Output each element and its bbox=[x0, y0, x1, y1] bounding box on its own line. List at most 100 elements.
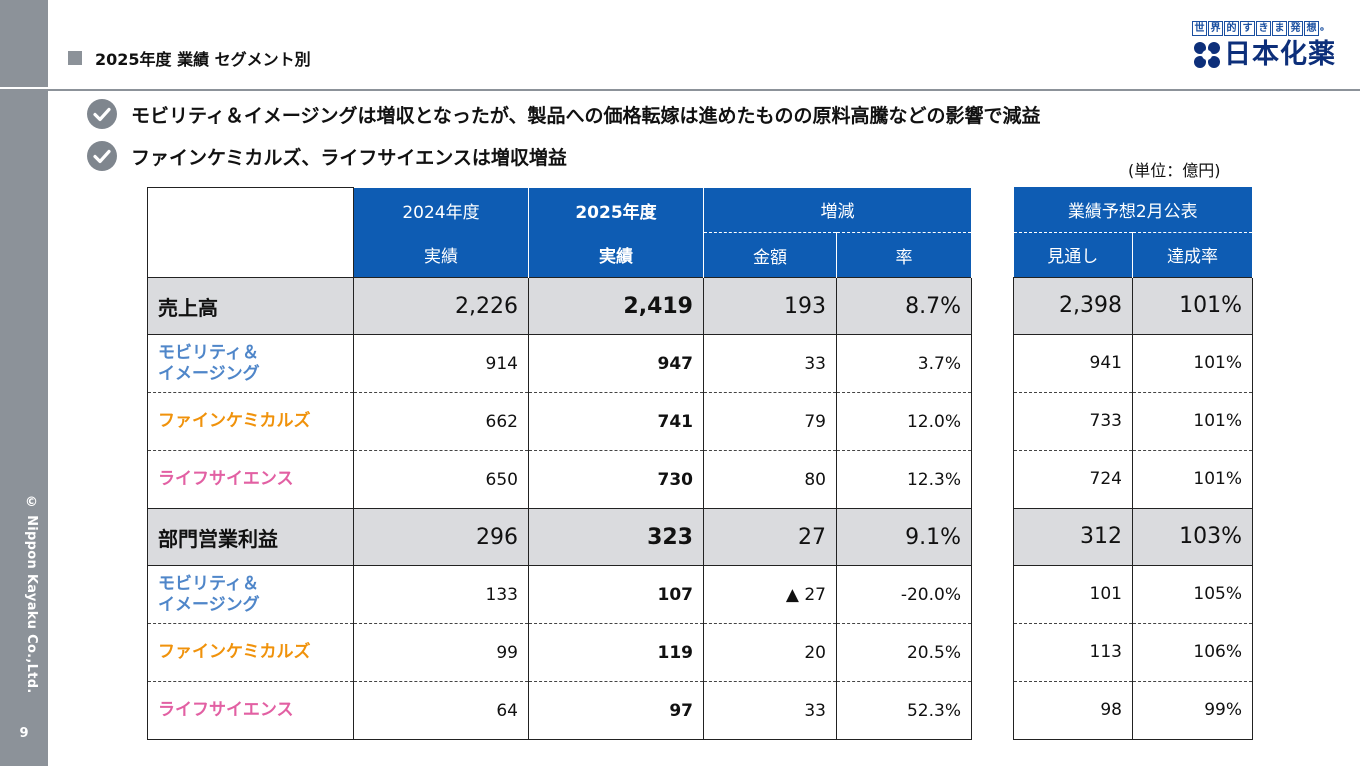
cell-amount: ▲ 27 bbox=[703, 565, 837, 624]
segment-label: ライフサイエンス bbox=[158, 700, 294, 720]
segment-row: 724 101% bbox=[1013, 450, 1254, 509]
cell-fy2024: 64 bbox=[353, 681, 529, 740]
cell-rate: 12.3% bbox=[836, 450, 972, 509]
segment-label: ファインケミカルズ bbox=[158, 642, 311, 662]
segment-row: モビリティ＆ イメージング 133 107 ▲ 27 -20.0% bbox=[147, 565, 972, 624]
segment-label: ライフサイエンス bbox=[158, 469, 294, 489]
header-row: 実績 実績 金額 率 bbox=[148, 232, 972, 278]
row-label-cell: ファインケミカルズ bbox=[147, 392, 354, 451]
bullet-text: モビリティ＆イメージングは増収となったが、製品への価格転嫁は進めたものの原料高騰… bbox=[131, 104, 1041, 127]
bullet-text: ファインケミカルズ、ライフサイエンスは増収増益 bbox=[131, 146, 567, 169]
col-header-fy2025: 2025年度 bbox=[528, 187, 704, 233]
segment-row: モビリティ＆ イメージング 914 947 33 3.7% bbox=[147, 334, 972, 393]
segment-label-line: モビリティ＆ bbox=[158, 342, 259, 363]
cell-amount: 33 bbox=[703, 334, 837, 393]
cell-rate: 9.1% bbox=[836, 508, 972, 566]
logo-name: 日本化薬 bbox=[1224, 39, 1336, 70]
results-table: 2024年度 2025年度 増減 実績 実績 金額 率 売上高 2,226 2,41… bbox=[147, 187, 972, 740]
cell-amount: 33 bbox=[703, 681, 837, 740]
page-title: 2025年度 業績 セグメント別 bbox=[95, 50, 311, 69]
cell-rate: 8.7% bbox=[836, 277, 972, 335]
cell-fy2025: 730 bbox=[528, 450, 704, 509]
cell-amount: 193 bbox=[703, 277, 837, 335]
cell-fy2024: 914 bbox=[353, 334, 529, 393]
segment-label-line: イメージング bbox=[158, 363, 260, 384]
page-number: 9 bbox=[19, 726, 29, 741]
col-header-outlook: 見通し bbox=[1013, 232, 1133, 277]
col-header-actual: 実績 bbox=[353, 232, 529, 278]
segment-row: 101 105% bbox=[1013, 565, 1254, 624]
segment-label: モビリティ＆ イメージング bbox=[158, 574, 353, 616]
left-sidebar: © Nippon Kayaku Co.,Ltd. 9 bbox=[0, 0, 48, 766]
results-table-body: 2024年度 2025年度 増減 実績 実績 金額 率 売上高 2,226 2,41… bbox=[147, 187, 972, 740]
col-header-rate: 率 bbox=[836, 232, 972, 278]
copyright-text: © Nippon Kayaku Co.,Ltd. bbox=[24, 495, 39, 694]
row-label-cell: ライフサイエンス bbox=[147, 681, 354, 740]
cell-achievement: 101% bbox=[1132, 276, 1254, 335]
total-row: 2,398 101% bbox=[1013, 276, 1254, 335]
forecast-table-body: 業績予想2月公表 見通し 達成率 2,398 101% 941 101% 733 101%… bbox=[1013, 187, 1254, 740]
cell-outlook: 101 bbox=[1013, 565, 1133, 624]
cell-amount: 20 bbox=[703, 623, 837, 682]
cell-achievement: 99% bbox=[1132, 681, 1254, 740]
row-label-cell: 売上高 bbox=[147, 277, 354, 335]
logo-mark-icon bbox=[1192, 40, 1222, 70]
tagline-char: 想 bbox=[1304, 21, 1319, 36]
cell-fy2024: 2,226 bbox=[353, 277, 529, 335]
segment-label: モビリティ＆ イメージング bbox=[158, 343, 353, 385]
segment-row: ファインケミカルズ 662 741 79 12.0% bbox=[147, 392, 972, 451]
cell-achievement: 103% bbox=[1132, 507, 1254, 566]
tagline-char: す bbox=[1240, 21, 1255, 36]
cell-achievement: 101% bbox=[1132, 334, 1254, 393]
segment-label: ファインケミカルズ bbox=[158, 411, 311, 431]
cell-achievement: 101% bbox=[1132, 392, 1254, 451]
cell-fy2024: 662 bbox=[353, 392, 529, 451]
cell-achievement: 106% bbox=[1132, 623, 1254, 682]
unit-label: (単位：億円) bbox=[1128, 161, 1221, 180]
tagline-char: 。 bbox=[1320, 22, 1330, 33]
total-row: 部門営業利益 296 323 27 9.1% bbox=[147, 508, 972, 566]
tagline-char: 界 bbox=[1208, 21, 1223, 36]
row-label-cell: 部門営業利益 bbox=[147, 508, 354, 566]
cell-outlook: 113 bbox=[1013, 623, 1133, 682]
cell-outlook: 724 bbox=[1013, 450, 1133, 509]
total-row: 売上高 2,226 2,419 193 8.7% bbox=[147, 277, 972, 335]
tagline-char: ま bbox=[1272, 21, 1287, 36]
col-header-change: 増減 bbox=[703, 187, 972, 233]
cell-outlook: 941 bbox=[1013, 334, 1133, 393]
segment-row: ライフサイエンス 64 97 33 52.3% bbox=[147, 681, 972, 740]
cell-fy2024: 296 bbox=[353, 508, 529, 566]
tagline-char: き bbox=[1256, 21, 1271, 36]
row-label-cell: ファインケミカルズ bbox=[147, 623, 354, 682]
logo-tagline: 世 界 的 す き ま 発 想 。 bbox=[1192, 21, 1330, 37]
cell-outlook: 98 bbox=[1013, 681, 1133, 740]
segment-row: 98 99% bbox=[1013, 681, 1254, 740]
cell-fy2024: 133 bbox=[353, 565, 529, 624]
cell-rate: 12.0% bbox=[836, 392, 972, 451]
cell-fy2024: 650 bbox=[353, 450, 529, 509]
check-circle-icon bbox=[87, 99, 117, 129]
bullet-point: モビリティ＆イメージングは増収となったが、製品への価格転嫁は進めたものの原料高騰… bbox=[87, 99, 1041, 129]
col-header-amount: 金額 bbox=[703, 232, 837, 278]
bullet-point: ファインケミカルズ、ライフサイエンスは増収増益 bbox=[87, 141, 567, 171]
total-row: 312 103% bbox=[1013, 507, 1254, 566]
cell-rate: -20.0% bbox=[836, 565, 972, 624]
header-corner bbox=[147, 187, 354, 278]
header-row: 業績予想2月公表 bbox=[1013, 187, 1254, 233]
tagline-char: 世 bbox=[1192, 21, 1207, 36]
segment-row: 113 106% bbox=[1013, 623, 1254, 682]
company-logo: 日本化薬 bbox=[1192, 40, 1336, 70]
sidebar-separator bbox=[0, 87, 48, 89]
col-header-achievement: 達成率 bbox=[1132, 232, 1254, 277]
cell-fy2025: 97 bbox=[528, 681, 704, 740]
row-label: 部門営業利益 bbox=[158, 526, 278, 551]
cell-outlook: 733 bbox=[1013, 392, 1133, 451]
header-divider bbox=[48, 89, 1360, 91]
tagline-char: 発 bbox=[1288, 21, 1303, 36]
row-label-cell: モビリティ＆ イメージング bbox=[147, 334, 354, 393]
cell-achievement: 101% bbox=[1132, 450, 1254, 509]
title-square-icon bbox=[68, 51, 82, 65]
cell-amount: 27 bbox=[703, 508, 837, 566]
segment-row: ファインケミカルズ 99 119 20 20.5% bbox=[147, 623, 972, 682]
